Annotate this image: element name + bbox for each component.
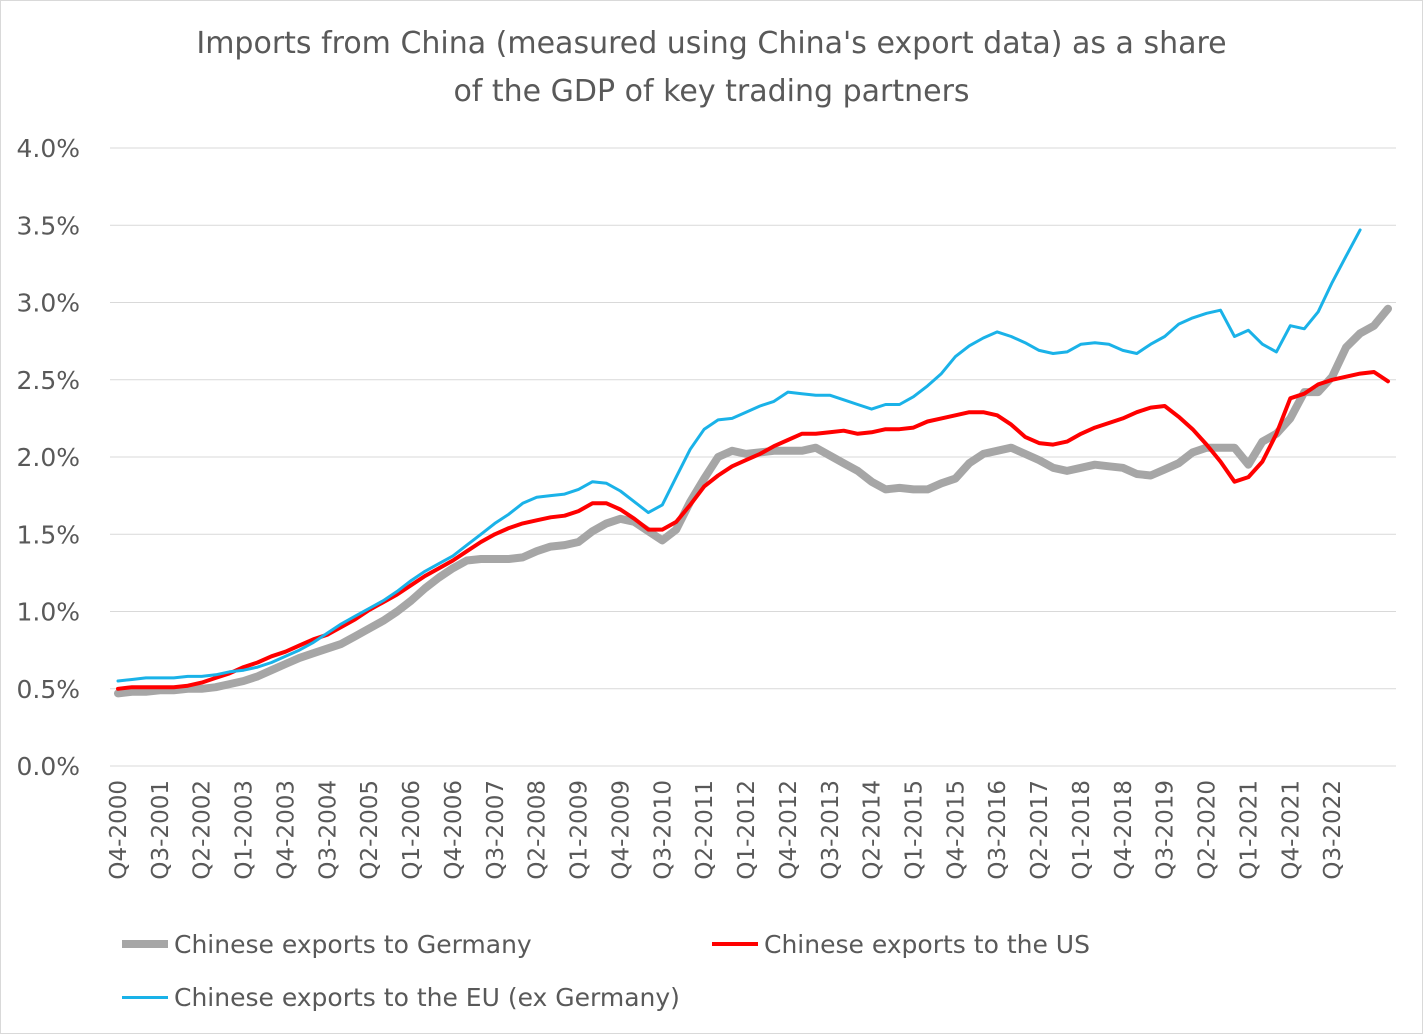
x-tick-label: Q2-2005 — [357, 780, 383, 880]
x-tick-label: Q4-2018 — [1111, 780, 1137, 880]
x-tick-label: Q1-2012 — [734, 780, 760, 880]
x-tick-label: Q1-2018 — [1069, 780, 1095, 880]
x-tick-label: Q3-2016 — [985, 780, 1011, 880]
x-tick-label: Q2-2008 — [525, 780, 551, 880]
x-tick-label: Q3-2004 — [315, 780, 341, 880]
y-tick-label: 1.0% — [16, 598, 80, 627]
x-tick-label: Q1-2021 — [1236, 780, 1262, 880]
x-tick-label: Q2-2017 — [1027, 780, 1053, 880]
x-tick-label: Q3-2019 — [1153, 780, 1179, 880]
x-tick-label: Q1-2003 — [232, 780, 258, 880]
y-tick-label: 0.0% — [16, 752, 80, 781]
legend-item-germany: Chinese exports to Germany — [122, 924, 532, 964]
x-tick-label: Q2-2014 — [860, 780, 886, 880]
legend-swatch-us — [712, 942, 758, 946]
chart-title-line-1: Imports from China (measured using China… — [196, 26, 1227, 61]
x-tick-label: Q2-2011 — [692, 780, 718, 880]
x-tick-label: Q3-2001 — [148, 780, 174, 880]
legend-label-germany: Chinese exports to Germany — [174, 929, 532, 959]
x-tick-label: Q4-2009 — [608, 780, 634, 880]
y-tick-label: 1.5% — [16, 520, 80, 549]
series-line-eu — [116, 228, 1362, 683]
x-tick-label: Q1-2009 — [567, 780, 593, 880]
legend-label-us: Chinese exports to the US — [764, 929, 1090, 959]
y-tick-label: 3.0% — [16, 289, 80, 318]
x-tick-label: Q3-2022 — [1320, 780, 1346, 880]
x-tick-label: Q1-2006 — [399, 780, 425, 880]
x-tick-label: Q3-2007 — [483, 780, 509, 880]
x-tick-label: Q4-2015 — [943, 780, 969, 880]
x-tick-label: Q3-2010 — [650, 780, 676, 880]
x-tick-label: Q4-2006 — [441, 780, 467, 880]
x-tick-label: Q2-2002 — [190, 780, 216, 880]
legend-item-us: Chinese exports to the US — [712, 924, 1090, 964]
series-line-germany — [114, 304, 1392, 698]
chart-title-line-2: of the GDP of key trading partners — [453, 74, 970, 109]
legend-label-eu: Chinese exports to the EU (ex Germany) — [174, 982, 680, 1012]
y-tick-label: 2.5% — [16, 366, 80, 395]
y-tick-label: 4.0% — [16, 134, 80, 163]
x-tick-label: Q1-2015 — [901, 780, 927, 880]
x-tick-label: Q4-2012 — [776, 780, 802, 880]
x-tick-label: Q4-2003 — [273, 780, 299, 880]
x-tick-label: Q4-2021 — [1278, 780, 1304, 880]
legend-swatch-eu — [122, 995, 168, 999]
y-tick-label: 3.5% — [16, 211, 80, 240]
series-line-us — [116, 370, 1390, 691]
legend-swatch-germany — [122, 940, 168, 948]
x-tick-label: Q2-2020 — [1195, 780, 1221, 880]
x-tick-label: Q3-2013 — [818, 780, 844, 880]
x-tick-label: Q4-2000 — [106, 780, 132, 880]
y-tick-label: 0.5% — [16, 675, 80, 704]
y-tick-label: 2.0% — [16, 443, 80, 472]
legend-item-eu: Chinese exports to the EU (ex Germany) — [122, 977, 680, 1017]
